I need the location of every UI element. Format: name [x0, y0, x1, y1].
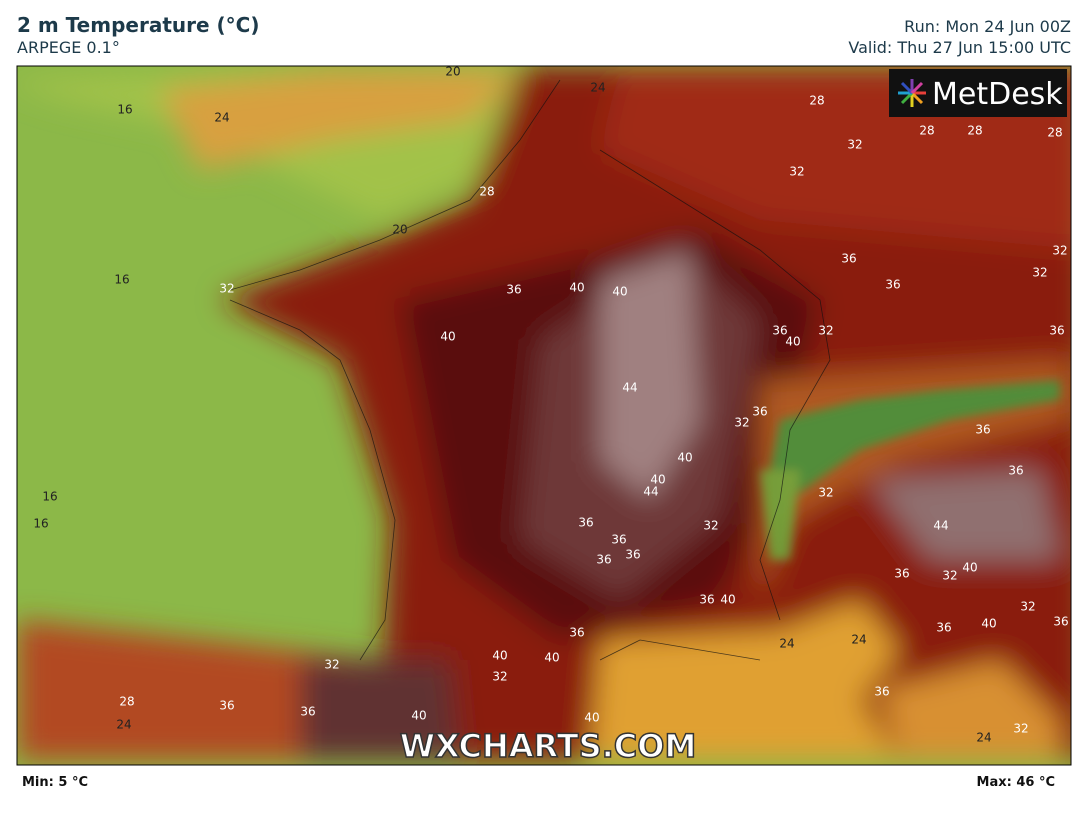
contour-label: 36 — [874, 685, 889, 699]
contour-label: 32 — [324, 658, 339, 672]
contour-label: 16 — [114, 273, 129, 287]
logo-text: MetDesk — [932, 77, 1063, 112]
contour-label: 32 — [847, 138, 862, 152]
max-label: Max: 46 °C — [977, 775, 1055, 790]
subtitle: ARPEGE 0.1° — [17, 38, 120, 57]
contour-label: 28 — [479, 185, 494, 199]
title: 2 m Temperature (°C) — [17, 13, 259, 37]
logo-icon — [898, 79, 926, 107]
contour-label: 40 — [440, 330, 455, 344]
contour-label: 28 — [919, 124, 934, 138]
contour-label: 32 — [942, 569, 957, 583]
contour-label: 36 — [569, 626, 584, 640]
contour-label: 28 — [967, 124, 982, 138]
contour-label: 36 — [894, 567, 909, 581]
contour-label: 36 — [611, 533, 626, 547]
contour-label: 36 — [975, 423, 990, 437]
contour-label: 24 — [590, 81, 605, 95]
contour-label: 36 — [841, 252, 856, 266]
contour-label: 36 — [1008, 464, 1023, 478]
contour-label: 36 — [699, 593, 714, 607]
contour-label: 32 — [1013, 722, 1028, 736]
contour-label: 40 — [612, 285, 627, 299]
contour-label: 28 — [119, 695, 134, 709]
contour-label: 16 — [117, 103, 132, 117]
contour-label: 20 — [445, 65, 460, 79]
contour-label: 44 — [933, 519, 948, 533]
contour-label: 40 — [411, 709, 426, 723]
contour-label: 36 — [1053, 615, 1068, 629]
contour-label: 32 — [818, 486, 833, 500]
contour-label: 40 — [785, 335, 800, 349]
contour-label: 36 — [578, 516, 593, 530]
contour-label: 24 — [976, 731, 991, 745]
contour-label: 36 — [885, 278, 900, 292]
contour-label: 32 — [1052, 244, 1067, 258]
contour-label: 36 — [219, 699, 234, 713]
contour-label: 24 — [116, 718, 131, 732]
min-label: Min: 5 °C — [22, 775, 88, 790]
contour-label: 36 — [596, 553, 611, 567]
contour-label: 40 — [650, 473, 665, 487]
contour-label: 40 — [962, 561, 977, 575]
contour-label: 32 — [818, 324, 833, 338]
contour-label: 24 — [214, 111, 229, 125]
contour-label: 40 — [584, 711, 599, 725]
contour-label: 24 — [851, 633, 866, 647]
contour-label: 32 — [219, 282, 234, 296]
contour-label: 40 — [569, 281, 584, 295]
contour-label: 32 — [734, 416, 749, 430]
watermark: WXCHARTS.COM — [400, 727, 697, 765]
contour-label: 32 — [789, 165, 804, 179]
contour-label: 16 — [42, 490, 57, 504]
contour-label: 36 — [506, 283, 521, 297]
contour-label: 36 — [1049, 324, 1064, 338]
contour-label: 36 — [300, 705, 315, 719]
contour-label: 20 — [392, 223, 407, 237]
contour-label: 36 — [752, 405, 767, 419]
contour-label: 24 — [779, 637, 794, 651]
contour-label: 16 — [33, 517, 48, 531]
map — [17, 66, 1071, 765]
contour-label: 44 — [622, 381, 637, 395]
run-time: Run: Mon 24 Jun 00Z — [904, 17, 1071, 36]
valid-time: Valid: Thu 27 Jun 15:00 UTC — [848, 38, 1071, 57]
contour-label: 32 — [492, 670, 507, 684]
contour-label: 28 — [1047, 126, 1062, 140]
contour-label: 32 — [1032, 266, 1047, 280]
contour-label: 36 — [936, 621, 951, 635]
contour-label: 40 — [981, 617, 996, 631]
contour-label: 36 — [625, 548, 640, 562]
contour-label: 44 — [643, 485, 658, 499]
contour-label: 40 — [544, 651, 559, 665]
contour-label: 40 — [720, 593, 735, 607]
contour-label: 28 — [809, 94, 824, 108]
contour-label: 40 — [492, 649, 507, 663]
contour-label: 40 — [677, 451, 692, 465]
contour-label: 36 — [772, 324, 787, 338]
contour-label: 32 — [1020, 600, 1035, 614]
contour-label: 32 — [703, 519, 718, 533]
